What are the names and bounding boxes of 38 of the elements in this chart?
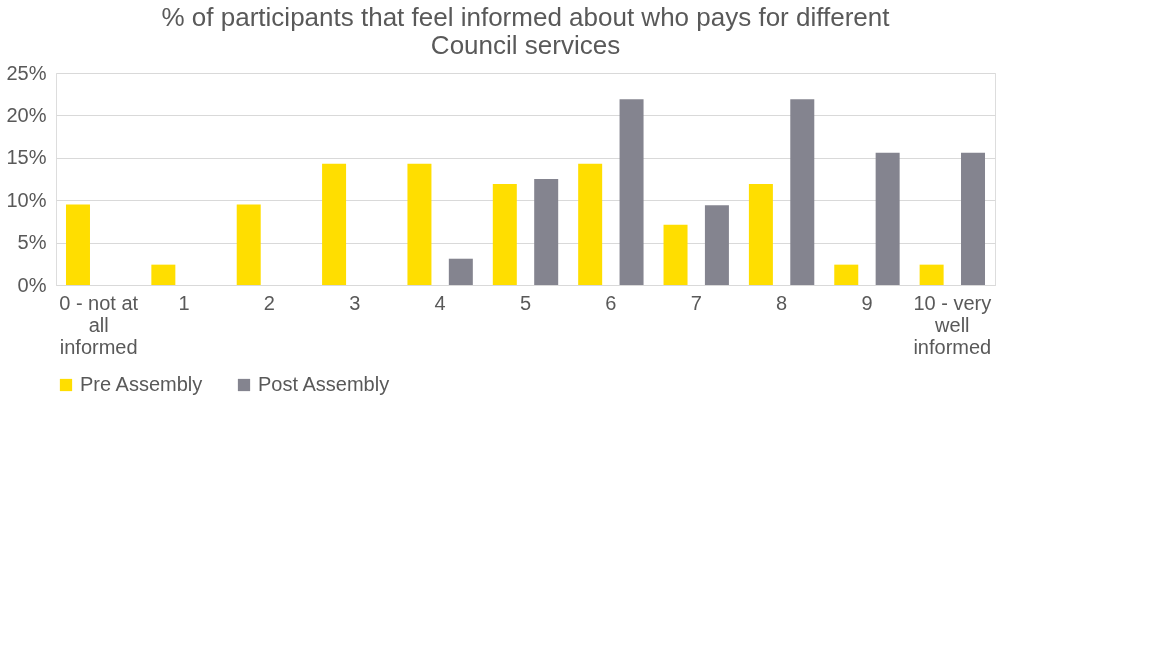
x-tick-label: 0 - not at all informed	[59, 291, 139, 358]
bar	[534, 179, 559, 285]
y-tick-label: 10%	[6, 188, 47, 211]
bar	[619, 99, 644, 285]
bar	[578, 163, 603, 285]
bar	[448, 258, 473, 285]
bar	[875, 152, 900, 285]
x-tick-label: 1	[178, 291, 190, 314]
y-tick-label: 25%	[6, 61, 47, 84]
x-tick-label: 3	[349, 291, 361, 314]
y-tick-label: 15%	[6, 146, 47, 169]
y-tick-label: 0%	[17, 273, 47, 296]
bar	[834, 264, 859, 285]
legend-label: Post Assembly	[258, 373, 390, 395]
bar	[151, 264, 176, 285]
x-tick-label: 4	[434, 291, 446, 314]
bar	[919, 264, 944, 285]
bar	[663, 224, 688, 285]
bar	[492, 184, 517, 285]
y-tick-label: 20%	[6, 103, 47, 126]
bar	[236, 204, 261, 285]
bar	[790, 99, 815, 285]
bar	[748, 184, 773, 285]
bar	[704, 205, 729, 285]
y-tick-label: 5%	[17, 231, 47, 254]
x-tick-label: 10 - very well informed	[913, 291, 992, 358]
x-tick-label: 8	[776, 291, 788, 314]
x-tick-label: 2	[263, 291, 275, 314]
bar	[407, 163, 432, 285]
bar	[65, 204, 90, 285]
x-tick-label: 7	[690, 291, 702, 314]
bar	[322, 163, 347, 285]
legend-label: Pre Assembly	[80, 373, 203, 395]
x-tick-label: 9	[861, 291, 873, 314]
chart-title: % of participants that feel informed about who pays for different Council services	[161, 2, 891, 60]
x-tick-label: 6	[605, 291, 617, 314]
bar	[961, 152, 986, 285]
x-tick-label: 5	[519, 291, 532, 314]
